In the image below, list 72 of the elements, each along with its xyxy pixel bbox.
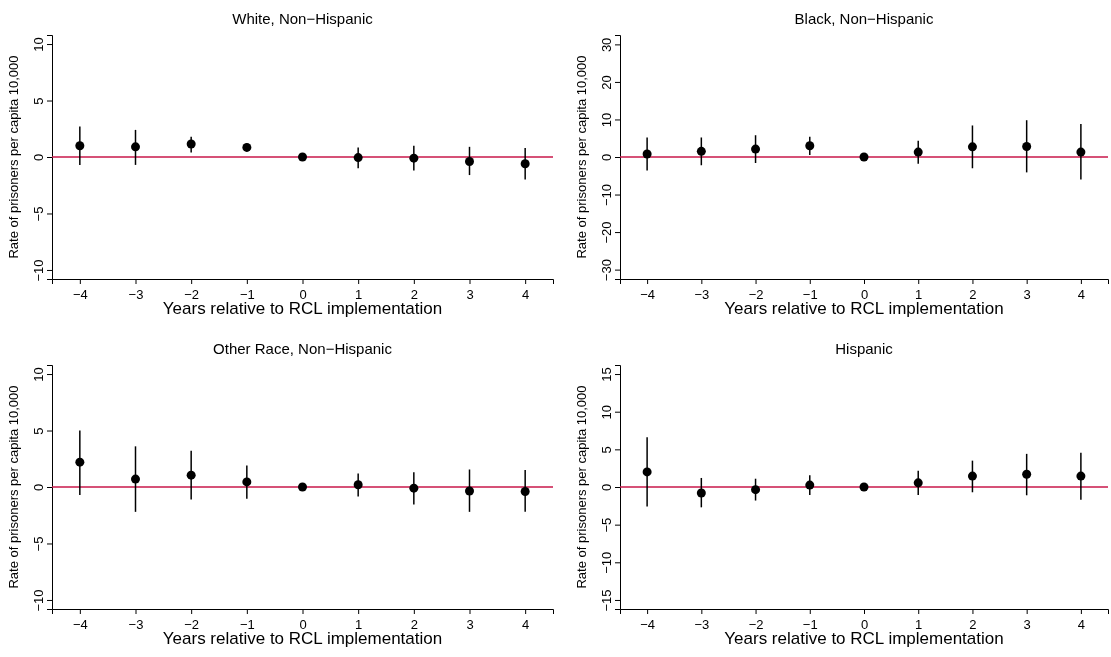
- x-tick-label: 1: [355, 616, 363, 632]
- y-tick-label: 15: [599, 367, 614, 382]
- x-tick-label: 4: [522, 616, 530, 632]
- x-tick-label: 0: [299, 286, 307, 302]
- y-tick-label: −5: [31, 206, 46, 222]
- x-tick-label: 2: [410, 616, 418, 632]
- y-axis-title: Rate of prisoners per capita 10,000: [6, 385, 21, 589]
- x-tick-label: 2: [410, 286, 418, 302]
- x-tick-label: 4: [522, 286, 530, 302]
- x-tick-label: 3: [1023, 286, 1031, 302]
- y-tick-label: −10: [599, 184, 614, 207]
- x-tick-label: −4: [72, 286, 88, 302]
- y-axis-title: Rate of prisoners per capita 10,000: [574, 55, 589, 259]
- y-tick-label: 0: [31, 483, 46, 492]
- y-tick-label: −5: [599, 517, 614, 533]
- x-axis-title: Years relative to RCL implementation: [162, 299, 443, 318]
- x-tick-label: −2: [184, 616, 200, 632]
- x-tick-label: 3: [466, 616, 474, 632]
- x-tick-label: 4: [1077, 286, 1086, 302]
- chart-title: Black, Non−Hispanic: [794, 10, 934, 27]
- y-tick-label: 20: [599, 75, 614, 90]
- y-axis-title: Rate of prisoners per capita 10,000: [6, 55, 21, 259]
- x-tick-label: −4: [640, 286, 656, 302]
- x-tick-label: 1: [355, 286, 363, 302]
- y-tick-label: 0: [599, 483, 614, 492]
- x-axis-title: Years relative to RCL implementation: [162, 629, 443, 648]
- x-tick-label: −2: [748, 286, 764, 302]
- x-tick-label: 1: [915, 286, 923, 302]
- x-tick-label: −1: [239, 616, 255, 632]
- y-tick-label: 0: [599, 153, 614, 162]
- y-tick-label: −10: [31, 589, 46, 612]
- x-tick-label: 0: [299, 616, 307, 632]
- x-tick-label: 3: [466, 286, 474, 302]
- y-axis-title: Rate of prisoners per capita 10,000: [574, 385, 589, 589]
- y-tick-label: 5: [599, 446, 614, 454]
- y-tick-label: −5: [31, 536, 46, 552]
- y-tick-label: 5: [31, 427, 46, 435]
- x-tick-label: 2: [969, 286, 977, 302]
- y-tick-label: 10: [31, 37, 46, 52]
- y-tick-label: −30: [599, 259, 614, 282]
- y-tick-label: 10: [599, 404, 614, 420]
- x-tick-label: 4: [1077, 616, 1086, 632]
- x-axis-title: Years relative to RCL implementation: [724, 299, 1004, 318]
- x-tick-label: 0: [860, 616, 869, 632]
- y-tick-label: 0: [31, 153, 46, 162]
- chart-title: White, Non−Hispanic: [232, 10, 374, 27]
- x-tick-label: −1: [802, 616, 818, 632]
- x-tick-label: 3: [1023, 616, 1031, 632]
- x-tick-label: 1: [915, 616, 923, 632]
- x-tick-label: −4: [72, 616, 88, 632]
- y-tick-label: 30: [599, 37, 614, 53]
- x-tick-label: 0: [860, 286, 869, 302]
- y-tick-label: 5: [31, 97, 46, 105]
- x-tick-label: −2: [748, 616, 764, 632]
- x-tick-label: −3: [694, 286, 710, 302]
- x-tick-label: 2: [969, 616, 977, 632]
- x-tick-label: −4: [640, 616, 656, 632]
- y-tick-label: −15: [599, 589, 614, 612]
- x-tick-label: −2: [184, 286, 200, 302]
- x-axis-title: Years relative to RCL implementation: [724, 629, 1004, 648]
- chart-title: Hispanic: [835, 340, 894, 357]
- y-tick-label: −20: [599, 221, 614, 244]
- x-tick-label: −3: [128, 286, 144, 302]
- x-tick-label: −1: [802, 286, 818, 302]
- chart-title: Other Race, Non−Hispanic: [213, 340, 393, 357]
- y-tick-label: −10: [31, 259, 46, 282]
- x-tick-label: −1: [239, 286, 255, 302]
- y-tick-label: 10: [599, 112, 614, 128]
- y-tick-label: −10: [599, 551, 614, 574]
- y-tick-label: 10: [31, 367, 46, 382]
- x-tick-label: −3: [128, 616, 144, 632]
- x-tick-label: −3: [694, 616, 710, 632]
